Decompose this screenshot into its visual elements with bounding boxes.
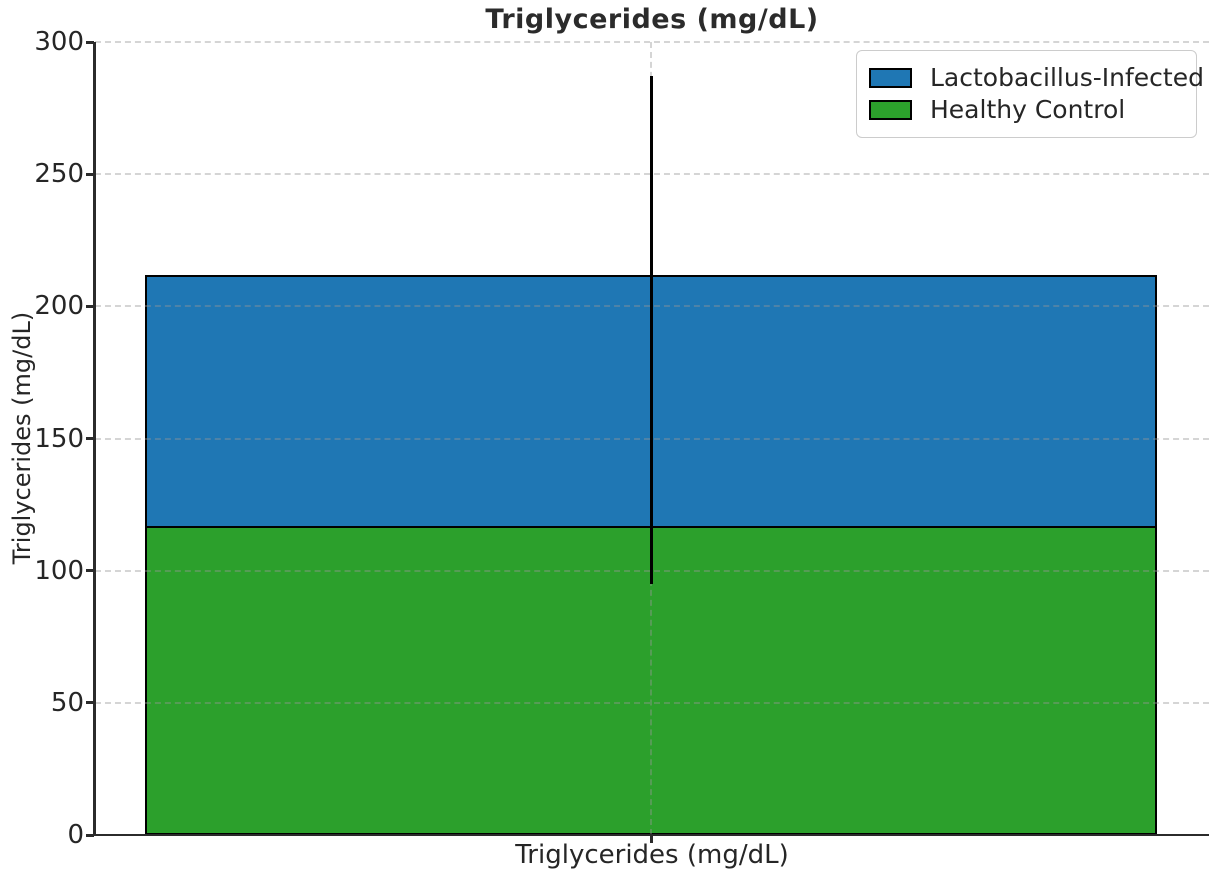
legend-label-healthy-control: Healthy Control xyxy=(930,95,1126,124)
error-bar-lactobacillus-infected xyxy=(649,76,653,473)
y-tick-label-250: 250 xyxy=(34,159,84,190)
y-tick-mark-50 xyxy=(86,701,94,705)
legend-swatch-healthy-control xyxy=(869,100,912,120)
y-tick-label-200: 200 xyxy=(34,291,84,322)
error-bar-healthy-control xyxy=(649,467,653,584)
x-tick-label: Triglycerides (mg/dL) xyxy=(515,840,789,870)
gridline-y-50 xyxy=(95,701,1209,704)
y-tick-mark-250 xyxy=(86,172,94,176)
legend-swatch-lactobacillus-infected xyxy=(869,68,912,88)
y-tick-label-50: 50 xyxy=(50,687,84,718)
y-tick-label-100: 100 xyxy=(34,555,84,586)
legend-item-healthy-control: Healthy Control xyxy=(869,96,1184,124)
y-tick-mark-150 xyxy=(86,437,94,440)
plot-area xyxy=(95,41,1209,835)
gridline-y-300 xyxy=(95,41,1209,43)
legend-item-lactobacillus-infected: Lactobacillus-Infected xyxy=(869,64,1204,92)
x-tick-mark xyxy=(650,836,653,843)
x-axis-spine xyxy=(93,833,1209,836)
y-tick-mark-0 xyxy=(86,833,94,837)
y-tick-mark-200 xyxy=(86,304,94,308)
y-tick-mark-300 xyxy=(86,40,94,44)
legend: Lactobacillus-Infected Healthy Control xyxy=(856,50,1204,138)
y-tick-label-300: 300 xyxy=(34,27,84,57)
chart-title: Triglycerides (mg/dL) xyxy=(485,4,819,35)
y-tick-label-0: 0 xyxy=(67,820,84,850)
y-axis-spine xyxy=(93,42,96,835)
y-tick-label-150: 150 xyxy=(34,423,84,454)
legend-items: Lactobacillus-Infected Healthy Control xyxy=(869,64,1204,124)
y-tick-mark-100 xyxy=(86,569,94,573)
legend-label-lactobacillus-infected: Lactobacillus-Infected xyxy=(930,63,1204,92)
